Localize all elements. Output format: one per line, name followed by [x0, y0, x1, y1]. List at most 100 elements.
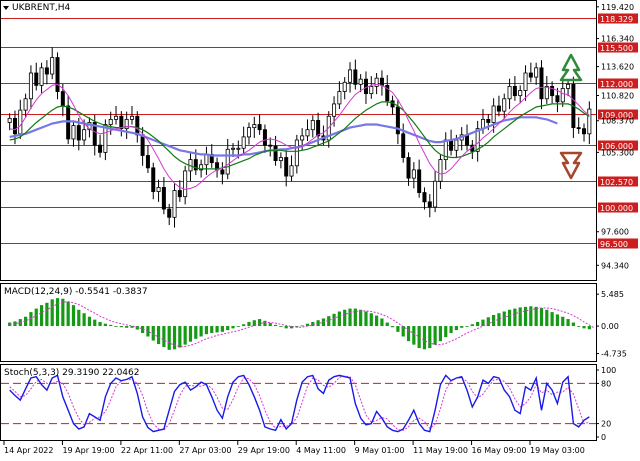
candle-body	[363, 78, 368, 95]
macd-bar	[125, 326, 129, 328]
candle-body	[438, 159, 443, 182]
level-price-label: 109.000	[600, 111, 633, 120]
candle-body	[555, 95, 560, 103]
candle-body	[358, 78, 363, 85]
macd-bar	[162, 326, 166, 347]
candle-body	[491, 105, 496, 123]
time-tick-label: 19 May 03:00	[530, 446, 585, 455]
macd-bar	[539, 308, 544, 327]
macd-bar	[460, 326, 464, 328]
macd-bar	[375, 315, 379, 327]
macd-bar	[582, 326, 586, 329]
macd-bar	[82, 313, 86, 327]
candle-body	[82, 129, 87, 141]
candle-body	[512, 86, 517, 97]
price-tick-label: 110.820	[601, 91, 634, 100]
macd-bar	[98, 321, 102, 327]
candle-body	[119, 115, 124, 130]
macd-bar	[45, 302, 49, 327]
candle-body	[204, 154, 209, 166]
candle-body	[401, 133, 406, 158]
macd-bar	[502, 311, 506, 327]
macd-bar	[343, 309, 347, 327]
stoch-tick-label: 0	[601, 433, 606, 442]
candle-body	[454, 139, 459, 151]
macd-bar	[518, 307, 522, 327]
candle-body	[23, 98, 28, 111]
level-price-tag	[598, 202, 638, 213]
macd-tick-label: -4.735	[601, 350, 627, 359]
price-tick-label: 119.420	[601, 3, 634, 12]
macd-bar	[279, 326, 283, 327]
level-price-tag	[598, 109, 638, 120]
candle-body	[502, 98, 507, 112]
candle-body	[151, 167, 156, 192]
macd-bar	[428, 326, 432, 349]
macd-bar	[220, 326, 224, 332]
macd-bar	[226, 326, 230, 331]
candle-body	[220, 169, 225, 175]
candle-body	[167, 208, 172, 218]
macd-bar	[571, 322, 575, 327]
price-tick-label: 105.300	[601, 148, 634, 157]
candle-body	[587, 108, 592, 135]
macd-bar	[156, 326, 161, 345]
macd-bar	[507, 309, 512, 327]
macd-bar	[167, 326, 171, 350]
macd-title: MACD(12,24,9) -0.5541 -0.3837	[4, 287, 148, 297]
macd-bar	[566, 319, 570, 327]
candle-body	[374, 77, 379, 87]
macd-bar	[587, 326, 591, 330]
macd-bar	[513, 308, 517, 327]
candle-body	[576, 127, 581, 130]
candle-body	[278, 157, 283, 162]
candle-body	[310, 120, 315, 131]
symbol-dropdown-icon[interactable]	[3, 6, 9, 10]
macd-bar	[130, 326, 134, 328]
macd-bar	[263, 320, 267, 327]
macd-bar	[252, 320, 256, 327]
macd-bar	[529, 306, 533, 327]
macd-bar	[289, 326, 294, 329]
symbol-label: UKBRENT,H4	[12, 3, 70, 13]
macd-bar	[561, 316, 565, 327]
macd-bar	[183, 326, 187, 345]
macd-bar	[34, 308, 38, 327]
candle-body	[98, 144, 103, 153]
macd-bar	[369, 313, 373, 327]
time-tick-label: 19 Apr 19:00	[62, 446, 114, 455]
candle-body	[566, 83, 571, 89]
candle-body	[332, 103, 337, 117]
macd-bar	[295, 326, 299, 328]
candle-body	[475, 128, 480, 152]
price-tick-label: 116.340	[601, 35, 634, 44]
candle-body	[289, 165, 294, 177]
macd-bar	[364, 311, 368, 327]
candle-body	[177, 190, 182, 198]
macd-bar	[454, 326, 458, 331]
candle-body	[406, 157, 411, 179]
macd-bar	[284, 326, 288, 329]
stoch-signal-line	[9, 375, 590, 431]
candle-body	[108, 118, 113, 125]
macd-bar	[247, 321, 251, 327]
level-price-label: 100.000	[600, 204, 633, 213]
macd-bar	[327, 316, 331, 327]
candle-body	[231, 147, 236, 150]
ma-slow-line	[9, 116, 558, 157]
macd-bar	[305, 323, 310, 327]
candle-body	[268, 144, 273, 147]
macd-bar	[119, 326, 123, 328]
macd-bar	[476, 321, 480, 327]
macd-bar	[66, 301, 70, 327]
time-tick-label: 14 Apr 2022	[4, 446, 53, 455]
macd-bar	[236, 326, 240, 327]
macd-signal-line	[9, 301, 595, 347]
macd-bar	[348, 308, 352, 327]
candle-body	[87, 122, 92, 131]
candle-body	[156, 187, 161, 192]
macd-bar	[555, 314, 560, 327]
macd-bar	[406, 326, 411, 342]
candle-body	[294, 139, 299, 167]
macd-tick-label: 0.00	[601, 322, 619, 331]
